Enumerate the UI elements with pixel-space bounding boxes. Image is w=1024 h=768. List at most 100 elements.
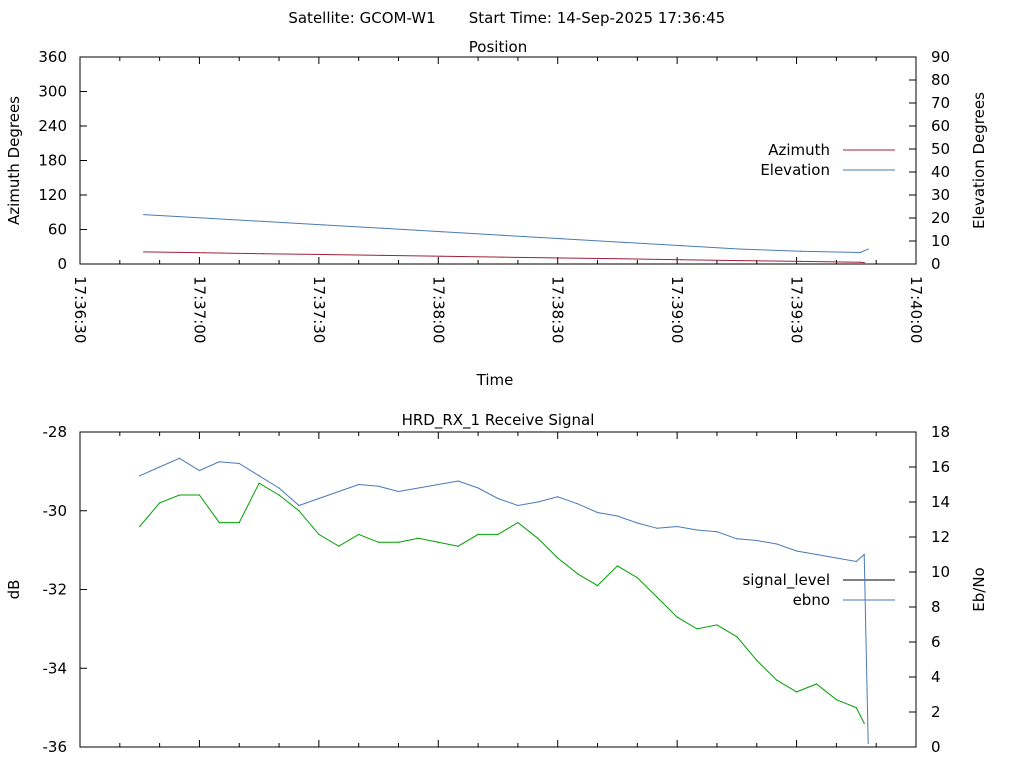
data-point: [501, 234, 503, 236]
data-point: [397, 541, 400, 543]
data-point: [159, 466, 161, 468]
data-point: [799, 260, 802, 263]
y2-tick-label: 14: [931, 493, 950, 511]
y2-axis-label: Elevation Degrees: [970, 92, 988, 229]
data-point: [680, 245, 682, 247]
y-axis-label: dB: [5, 580, 23, 600]
data-point: [377, 541, 380, 543]
data-point: [417, 487, 419, 489]
x-tick-label: 17:38:30: [549, 276, 567, 343]
data-point: [278, 487, 280, 489]
data-point: [143, 213, 145, 216]
data-point: [338, 545, 340, 547]
data-point: [143, 251, 145, 253]
data-point: [656, 596, 658, 598]
data-point: [218, 461, 220, 463]
data-point: [835, 699, 837, 701]
data-point: [358, 533, 360, 535]
start-time-label: Start Time: 14-Sep-2025 17:36:45: [469, 9, 725, 27]
data-point: [795, 550, 798, 552]
y-tick-label: 360: [38, 48, 67, 66]
series-line-signal_level: [139, 482, 865, 724]
data-point: [676, 525, 678, 528]
data-point: [202, 252, 205, 254]
data-point: [322, 224, 324, 226]
data-point: [815, 683, 818, 685]
data-point: [799, 250, 802, 252]
series-line-ebno: [139, 457, 869, 744]
data-point: [855, 560, 857, 563]
data-point: [238, 462, 240, 465]
y-axis-label: Azimuth Degrees: [5, 96, 23, 225]
data-point: [756, 539, 758, 542]
data-point: [537, 501, 539, 503]
y2-tick-label: 80: [931, 71, 950, 89]
data-point: [278, 494, 280, 496]
data-point: [178, 494, 181, 496]
y-tick-label: 240: [38, 117, 67, 135]
data-point: [620, 258, 623, 260]
plot-frame: [79, 431, 917, 748]
data-point: [537, 537, 539, 539]
data-point: [139, 525, 141, 528]
y-tick-label: -34: [43, 659, 68, 677]
data-point: [740, 248, 742, 250]
x-tick-label: 17:39:00: [668, 276, 686, 343]
data-point: [736, 538, 738, 540]
position-panel: Position 17:36:30 17:37:00 17:37:30 17:38:00…: [5, 38, 988, 389]
data-point: [815, 553, 818, 556]
data-point: [676, 616, 678, 618]
data-point: [457, 545, 459, 547]
data-point: [636, 522, 638, 524]
data-point: [202, 217, 205, 219]
data-point: [238, 521, 240, 524]
data-point: [636, 577, 638, 579]
data-point: [457, 480, 459, 482]
data-point: [656, 527, 658, 529]
data-point: [381, 254, 384, 256]
data-point: [835, 557, 837, 559]
data-point: [318, 533, 320, 535]
data-point: [756, 659, 758, 661]
data-point: [776, 543, 778, 545]
data-point: [863, 722, 865, 724]
data-point: [258, 482, 260, 484]
data-point: [577, 503, 579, 505]
data-point: [795, 691, 798, 693]
data-point: [517, 521, 519, 524]
data-point: [596, 511, 599, 514]
data-point: [437, 483, 439, 486]
chart-title: HRD_RX_1 Receive Signal: [402, 411, 595, 430]
y2-tick-label: 6: [931, 633, 941, 651]
series-line-Elevation: [143, 214, 869, 254]
data-point: [441, 255, 443, 257]
y2-tick-label: 10: [931, 563, 950, 581]
x-tick-label: 17:38:00: [429, 276, 447, 343]
x-tick-label: 17:40:00: [907, 276, 925, 343]
data-point: [863, 553, 865, 556]
data-point: [716, 531, 718, 533]
data-point: [497, 497, 499, 500]
series-line-Azimuth: [143, 251, 865, 264]
y2-tick-label: 10: [931, 232, 950, 250]
data-point: [198, 469, 201, 472]
y-tick-label: 120: [38, 186, 67, 204]
y2-tick-label: 4: [931, 668, 941, 686]
data-point: [497, 533, 499, 535]
data-point: [577, 573, 579, 575]
data-point: [680, 259, 682, 261]
y2-tick-label: 50: [931, 140, 950, 158]
data-point: [322, 253, 324, 256]
y2-tick-label: 0: [931, 738, 941, 756]
y2-tick-label: 60: [931, 117, 950, 135]
y2-tick-label: 8: [931, 598, 941, 616]
legend-label: signal_level: [742, 571, 830, 590]
data-point: [298, 510, 300, 512]
data-point: [159, 502, 161, 504]
data-point: [417, 537, 419, 539]
data-point: [557, 557, 559, 559]
data-point: [867, 742, 869, 745]
y-tick-label: -30: [43, 502, 68, 520]
y2-tick-label: 0: [931, 255, 941, 273]
